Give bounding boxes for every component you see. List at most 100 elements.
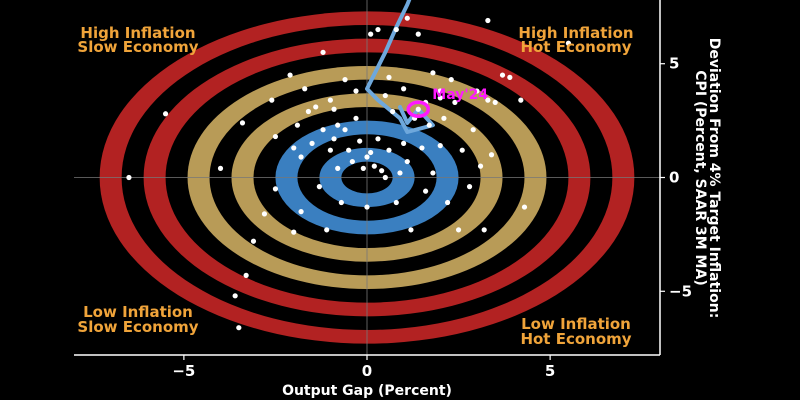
scatter-point-26 <box>324 227 330 233</box>
scatter-point-17 <box>298 154 304 160</box>
scatter-point-70 <box>430 70 436 76</box>
scatter-point-20 <box>305 108 311 115</box>
scatter-point-72 <box>437 143 443 149</box>
y-axis-ticks: 5 0 −5 <box>660 55 692 300</box>
scatter-point-81 <box>470 127 476 133</box>
x-tick-label-3: 5 <box>545 362 555 380</box>
scatter-point-16 <box>294 122 301 128</box>
scatter-point-84 <box>481 227 487 233</box>
scatter-point-42 <box>364 154 370 160</box>
quadrant-label-bottom-right-line2: Hot Economy <box>520 330 631 348</box>
scatter-point-38 <box>353 115 359 121</box>
x-axis-label: Output Gap (Percent) <box>282 383 452 399</box>
scatter-point-23 <box>316 184 322 190</box>
scatter-point-2 <box>162 111 169 117</box>
scatter-point-5 <box>236 325 242 331</box>
scatter-point-43 <box>364 204 370 210</box>
inflation-path-line <box>365 0 435 134</box>
scatter-point-25 <box>320 127 326 133</box>
scatter-point-31 <box>335 165 341 171</box>
scatter-point-3 <box>217 165 224 171</box>
scatter-point-62 <box>408 227 414 233</box>
scatter-point-27 <box>327 147 333 153</box>
scatter-point-65 <box>419 145 425 151</box>
scatter-points <box>126 15 572 331</box>
scatter-point-36 <box>346 147 352 153</box>
scatter-point-77 <box>452 99 458 106</box>
scatter-point-10 <box>269 97 275 103</box>
scatter-point-21 <box>309 140 315 146</box>
scatter-point-49 <box>379 168 385 174</box>
scatter-point-60 <box>404 158 410 165</box>
scatter-point-9 <box>261 211 268 217</box>
x-tick-label-1: −5 <box>172 362 195 380</box>
scatter-point-14 <box>291 145 297 151</box>
scatter-point-15 <box>291 229 297 235</box>
scatter-point-86 <box>488 152 495 158</box>
scatter-point-79 <box>459 147 465 153</box>
scatter-point-34 <box>342 77 348 83</box>
quadrant-label-bottom-left-line1: Low Inflation <box>83 303 193 321</box>
scatter-point-68 <box>426 122 432 128</box>
highlight-point <box>415 106 421 112</box>
scatter-point-61 <box>404 15 410 21</box>
scatter-point-73 <box>437 88 443 94</box>
quadrant-label-bottom-right-line1: Low Inflation <box>521 315 631 333</box>
y-tick-label-1: 5 <box>669 55 679 73</box>
scatter-point-50 <box>382 92 388 99</box>
highlight-ring <box>406 100 431 118</box>
scatter-point-4 <box>232 293 238 299</box>
scatter-point-80 <box>466 184 473 190</box>
highlight-label: May'24 <box>432 87 488 103</box>
y-tick-label-3: −5 <box>669 282 692 300</box>
scatter-point-44 <box>368 149 374 156</box>
scatter-point-32 <box>335 122 341 128</box>
scatter-point-67 <box>423 188 429 194</box>
scatter-point-90 <box>518 97 524 103</box>
y-axis-label-line2: CPI (Percent, SAAR 3M MA) <box>692 70 708 285</box>
scatter-point-40 <box>357 138 363 144</box>
scatter-point-37 <box>349 158 355 165</box>
scatter-point-28 <box>327 97 333 103</box>
scatter-point-7 <box>243 272 249 278</box>
scatter-point-59 <box>401 140 407 146</box>
scatter-point-92 <box>565 40 572 46</box>
scatter-point-8 <box>250 238 257 244</box>
scatter-point-1 <box>126 174 132 181</box>
scatter-point-30 <box>331 136 337 142</box>
scatter-point-76 <box>448 77 454 83</box>
scatter-point-39 <box>353 88 359 94</box>
scatter-point-91 <box>521 204 528 210</box>
scatter-point-24 <box>320 49 326 55</box>
scatter-point-35 <box>342 127 348 133</box>
scatter-point-85 <box>485 97 491 103</box>
scatter-point-69 <box>430 170 436 176</box>
scatter-point-46 <box>371 163 377 169</box>
quadrant-label-top-left-line1: High Inflation <box>80 24 195 42</box>
scatter-point-78 <box>455 227 462 233</box>
scatter-point-64 <box>415 31 421 37</box>
x-axis-ticks: −5 0 5 <box>172 355 555 380</box>
scatter-point-19 <box>302 86 308 92</box>
zero-gridlines <box>74 0 660 355</box>
scatter-point-71 <box>437 95 443 101</box>
scatter-point-29 <box>331 106 337 112</box>
quadrant-label-top-right-line1: High Inflation <box>518 24 633 42</box>
scatter-point-22 <box>313 104 319 110</box>
scatter-point-88 <box>499 72 506 78</box>
highlight-marker <box>406 100 431 118</box>
scatter-point-55 <box>393 199 399 206</box>
scatter-point-75 <box>444 199 451 206</box>
scatter-point-82 <box>474 88 480 94</box>
quadrant-label-top-left-line2: Slow Economy <box>77 38 198 56</box>
y-axis-label-line1: Deviation From 4% Target Inflation: <box>706 38 722 319</box>
scatter-point-45 <box>368 31 374 37</box>
scatter-point-53 <box>386 74 392 80</box>
x-tick-label-2: 0 <box>362 362 372 380</box>
y-tick-label-2: 0 <box>669 169 679 187</box>
scatter-point-51 <box>382 174 388 181</box>
scatter-point-13 <box>287 72 293 78</box>
scatter-point-74 <box>441 115 447 121</box>
scatter-point-6 <box>239 120 246 126</box>
